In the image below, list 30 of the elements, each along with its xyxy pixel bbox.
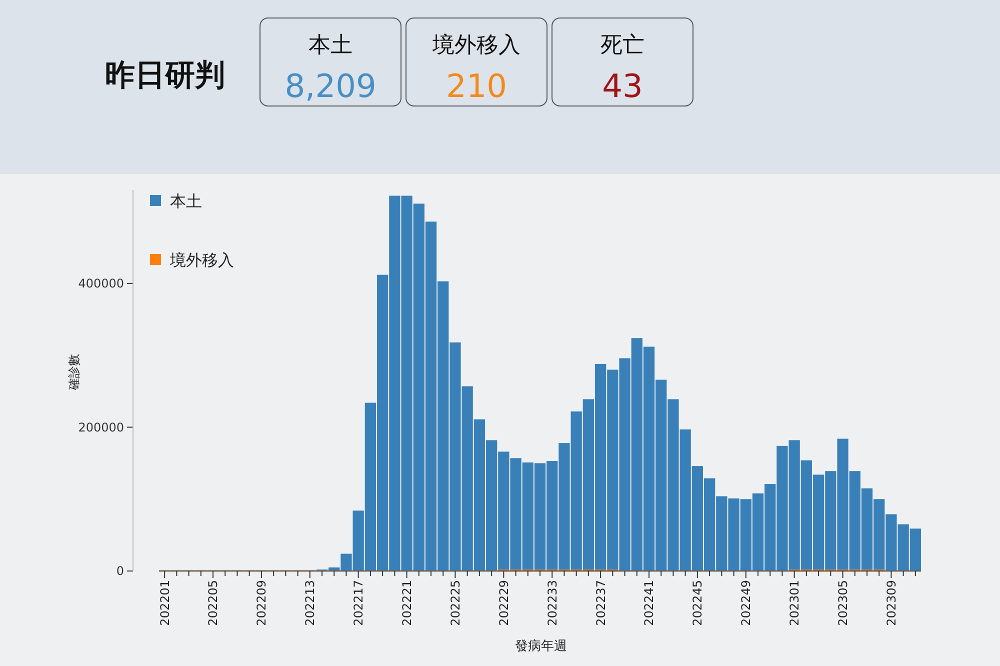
x-tick-label: 202209 [254,580,269,626]
y-axis-title: 確診數 [67,354,81,391]
x-tick-label: 202221 [400,580,414,626]
x-tick-label: 202229 [496,580,511,626]
x-tick-label: 202305 [836,580,850,626]
y-tick-label: 0 [116,564,124,578]
x-tick-label: 202233 [545,580,560,626]
x-tick-label: 202237 [594,580,608,626]
x-tick-label: 202309 [884,580,898,626]
x-tick-label: 202225 [448,580,462,626]
text: 43 [602,67,643,105]
x-tick-label: 202301 [788,580,802,626]
text: 本土 [308,33,352,58]
legend-label: 境外移入 [169,250,234,270]
y-tick-label: 200000 [78,420,124,434]
x-tick-label: 202217 [352,580,366,626]
x-tick-label: 202213 [303,580,318,626]
text: 境外移入 [432,33,520,58]
text: 8,209 [284,67,376,105]
x-tick-label: 202205 [206,580,220,626]
x-tick-label: 202241 [642,580,656,626]
text: 死亡 [600,33,644,58]
text: 昨日研判 [105,58,225,93]
x-tick-label: 202249 [739,580,754,626]
legend-label: 本土 [170,192,202,211]
x-tick-label: 202201 [158,580,172,626]
y-tick-label: 400000 [78,276,124,291]
x-axis-title: 發病年週 [515,639,567,654]
x-tick-label: 202245 [690,580,705,626]
text: 210 [446,67,508,105]
